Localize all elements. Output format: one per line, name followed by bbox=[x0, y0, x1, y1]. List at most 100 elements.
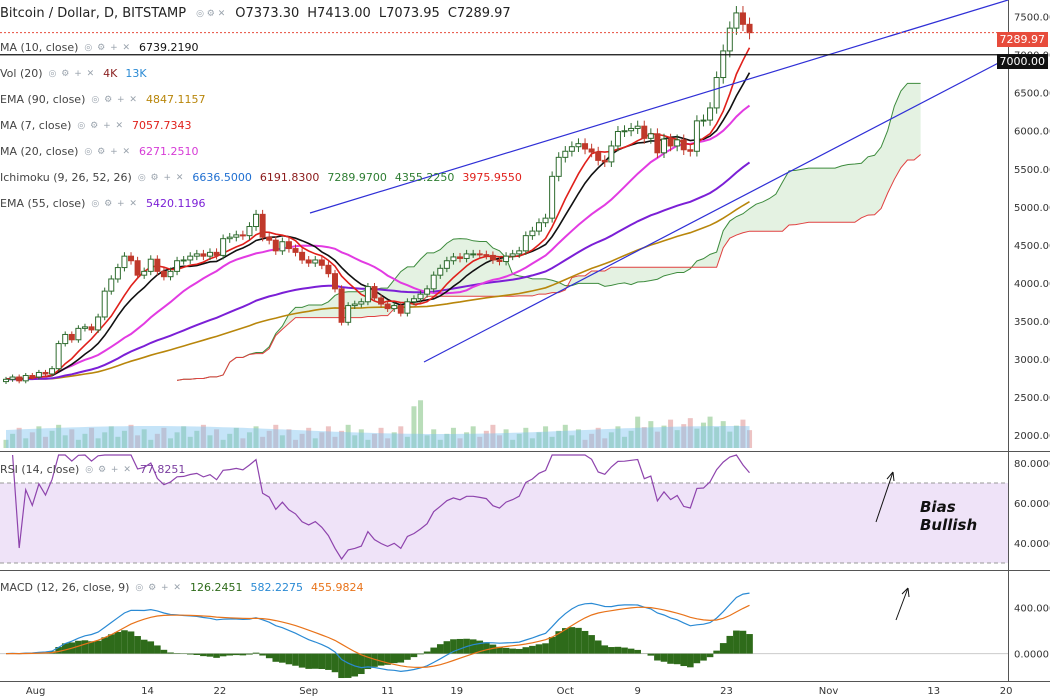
volume-bar bbox=[29, 432, 35, 448]
time-tick-label-11: 20 bbox=[1000, 686, 1013, 697]
volume-bar bbox=[714, 427, 720, 448]
macd-histogram-bar bbox=[390, 653, 398, 664]
macd-histogram-bar bbox=[680, 653, 688, 667]
volume-ma-area bbox=[6, 426, 750, 448]
macd-histogram-bar bbox=[733, 630, 740, 654]
volume-bar bbox=[220, 439, 226, 448]
candle-body bbox=[568, 146, 575, 152]
volume-bar bbox=[431, 429, 437, 448]
volume-bar bbox=[36, 426, 42, 448]
candle-body bbox=[483, 254, 490, 257]
volume-bar bbox=[668, 419, 674, 448]
legend-row-6[interactable]: EMA (55, close) ◎ ⚙ + ✕ 5420.1196 bbox=[0, 196, 213, 212]
macd-histogram-bar bbox=[344, 653, 352, 678]
volume-bar bbox=[214, 429, 220, 448]
macd-settings-icons[interactable]: ◎ ⚙ + ✕ bbox=[135, 583, 182, 593]
macd-histogram-bar bbox=[601, 645, 609, 654]
macd-histogram-bar bbox=[621, 647, 628, 654]
candle-body bbox=[674, 139, 681, 147]
candle-body bbox=[509, 253, 516, 257]
macd-histogram-bar bbox=[739, 630, 747, 654]
legend-settings-icons[interactable]: ◎ ⚙ + ✕ bbox=[77, 121, 125, 131]
candle-body bbox=[358, 301, 365, 305]
legend-settings-icons[interactable]: ◎ ⚙ + ✕ bbox=[48, 69, 96, 79]
candle-body bbox=[713, 77, 720, 109]
macd-histogram-bar bbox=[522, 647, 530, 654]
volume-bar bbox=[312, 438, 318, 448]
volume-bar bbox=[733, 425, 739, 448]
rsi-settings-icons[interactable]: ◎ ⚙ + ✕ bbox=[85, 465, 132, 475]
candle-body bbox=[272, 239, 279, 252]
candle-body bbox=[75, 327, 82, 341]
legend-settings-icons[interactable]: ◎ ⚙ + ✕ bbox=[137, 173, 185, 183]
macd-legend[interactable]: MACD (12, 26, close, 9) ◎ ⚙ + ✕ 126.2451… bbox=[0, 580, 371, 596]
volume-bar bbox=[575, 429, 581, 448]
candle-body bbox=[667, 138, 674, 147]
volume-bar bbox=[523, 427, 529, 448]
macd-histogram-bar bbox=[548, 636, 556, 654]
macd-histogram-bar bbox=[338, 653, 345, 679]
volume-bar bbox=[148, 439, 154, 448]
rsi-band bbox=[0, 483, 1008, 563]
volume-bar bbox=[398, 426, 404, 448]
price-tick-label-6: 5000.00 bbox=[1014, 203, 1050, 214]
symbol-title[interactable]: Bitcoin / Dollar, D, BITSTAMP bbox=[0, 6, 187, 21]
legend-row-4[interactable]: MA (20, close) ◎ ⚙ + ✕ 6271.2510 bbox=[0, 144, 207, 160]
legend-settings-icons[interactable]: ◎ ⚙ + ✕ bbox=[84, 43, 132, 53]
macd-histogram-bar bbox=[450, 639, 457, 654]
macd-histogram-bar bbox=[364, 653, 372, 670]
legend-row-5[interactable]: Ichimoku (9, 26, 52, 26) ◎ ⚙ + ✕ 6636.5000… bbox=[0, 170, 530, 186]
macd-histogram-bar bbox=[489, 644, 497, 654]
time-tick-label-3: Sep bbox=[299, 686, 318, 697]
rsi-legend-name: RSI (14, close) bbox=[0, 463, 80, 476]
volume-bar bbox=[174, 432, 180, 448]
volume-bar bbox=[141, 429, 147, 448]
rsi-legend[interactable]: RSI (14, close) ◎ ⚙ + ✕ 77.8251 bbox=[0, 462, 193, 478]
candle-body bbox=[62, 333, 69, 345]
legend-value: 7057.7343 bbox=[132, 119, 192, 132]
volume-bar bbox=[457, 438, 463, 448]
volume-bar bbox=[161, 427, 167, 448]
volume-bar bbox=[128, 424, 134, 448]
candle-body bbox=[299, 251, 306, 261]
volume-bar bbox=[569, 435, 575, 448]
macd-histogram-bar bbox=[509, 648, 516, 654]
settings-icons[interactable]: ◎ ⚙ ✕ bbox=[196, 8, 226, 19]
macd-histogram-bar bbox=[608, 647, 615, 654]
legend-value: 7289.9700 bbox=[327, 171, 387, 184]
legend-row-1[interactable]: Vol (20) ◎ ⚙ + ✕ 4K 13K bbox=[0, 66, 155, 82]
candle-body bbox=[384, 303, 391, 310]
volume-bar bbox=[42, 436, 48, 448]
legend-settings-icons[interactable]: ◎ ⚙ + ✕ bbox=[84, 147, 132, 157]
macd-histogram-bar bbox=[292, 653, 299, 666]
volume-bar bbox=[95, 438, 101, 448]
volume-bar bbox=[641, 427, 647, 448]
chart-title-bar: Bitcoin / Dollar, D, BITSTAMP ◎ ⚙ ✕ O737… bbox=[0, 6, 519, 21]
volume-bar bbox=[529, 438, 535, 448]
legend-settings-icons[interactable]: ◎ ⚙ + ✕ bbox=[91, 95, 138, 105]
macd-histogram-bar bbox=[200, 653, 207, 657]
macd-histogram-bar bbox=[55, 647, 62, 654]
macd-histogram-bar bbox=[706, 653, 714, 658]
macd-histogram-bar bbox=[456, 638, 464, 654]
macd-hist-value: 126.2451 bbox=[189, 581, 243, 594]
macd-histogram-bar bbox=[101, 637, 108, 654]
macd-histogram-bar bbox=[693, 653, 701, 664]
legend-row-3[interactable]: MA (7, close) ◎ ⚙ + ✕ 7057.7343 bbox=[0, 118, 200, 134]
legend-row-0[interactable]: MA (10, close) ◎ ⚙ + ✕ 6739.2190 bbox=[0, 40, 207, 56]
ohlc-high: H7413.00 bbox=[307, 6, 371, 21]
macd-histogram-bar bbox=[562, 628, 569, 654]
volume-bar bbox=[286, 429, 292, 448]
rsi-arrow-line bbox=[875, 471, 894, 523]
macd-histogram-bar bbox=[476, 640, 484, 654]
macd-histogram-bar bbox=[700, 653, 707, 661]
legend-name: MA (10, close) bbox=[0, 41, 79, 54]
legend-row-2[interactable]: EMA (90, close) ◎ ⚙ + ✕ 4847.1157 bbox=[0, 92, 213, 108]
candle-body bbox=[522, 235, 529, 252]
candle-body bbox=[535, 222, 542, 232]
volume-bar bbox=[707, 416, 713, 448]
time-tick-label-2: 22 bbox=[213, 686, 226, 697]
legend-settings-icons[interactable]: ◎ ⚙ + ✕ bbox=[91, 199, 138, 209]
price-tick-label-8: 6000.00 bbox=[1014, 127, 1050, 138]
